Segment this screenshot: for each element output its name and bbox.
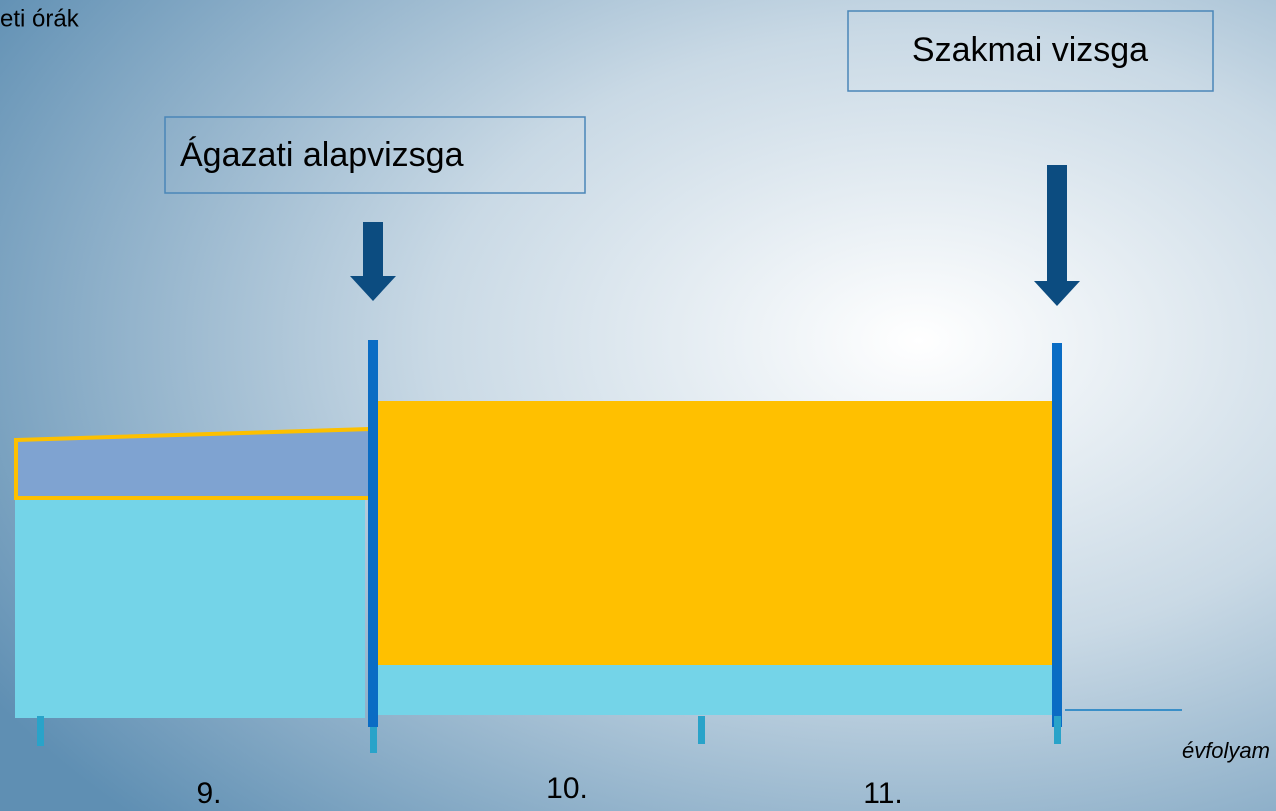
- arrow: [1034, 165, 1080, 306]
- box-label: Ágazati alapvizsga: [180, 136, 464, 174]
- arrow: [350, 222, 396, 301]
- ticks: [37, 716, 1061, 753]
- area: [373, 401, 1059, 665]
- box: [164, 116, 586, 194]
- area: [15, 500, 365, 718]
- box: [847, 10, 1214, 92]
- area: [378, 665, 1062, 715]
- box-label: Szakmai vizsga: [912, 31, 1148, 69]
- area: [14, 426, 373, 500]
- divider: [1052, 343, 1062, 727]
- divider: [368, 340, 378, 727]
- axis-label-top: eti órák: [0, 5, 80, 32]
- axis-label-x: évfolyam: [1182, 738, 1270, 763]
- grade-label: 11.: [863, 777, 902, 810]
- grade-label: 10.: [546, 772, 588, 805]
- grade-label: 9.: [196, 777, 221, 810]
